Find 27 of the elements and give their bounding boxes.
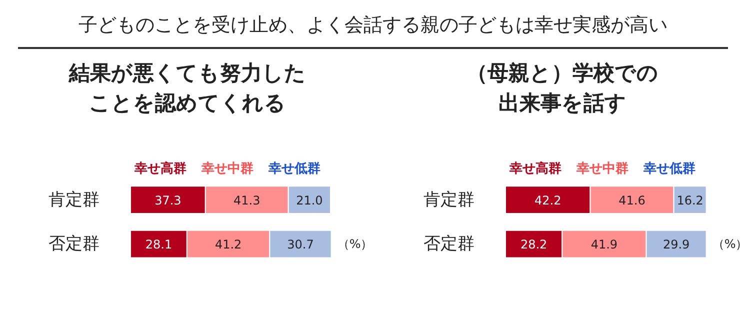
series-label: 幸せ中群 xyxy=(575,161,628,176)
y-tick-label: 否定群 xyxy=(48,234,100,254)
chart-title: 結果が悪くても努力したことを認めてくれる xyxy=(68,60,306,117)
data-label: 30.7 xyxy=(287,238,314,252)
series-label: 幸せ高群 xyxy=(134,160,187,176)
text: （%） xyxy=(712,237,748,252)
data-label: 16.2 xyxy=(676,193,704,208)
series-label: 幸せ中群 xyxy=(200,161,254,176)
data-label: 41.3 xyxy=(234,193,260,208)
data-label: 28.2 xyxy=(520,238,548,252)
data-label: 28.1 xyxy=(145,238,172,252)
data-label: 41.2 xyxy=(214,238,242,252)
y-tick-label: 肯定群 xyxy=(424,190,474,210)
y-tick-label: 肯定群 xyxy=(48,190,100,210)
series-label: 幸せ低群 xyxy=(642,161,696,176)
data-label: 29.9 xyxy=(662,238,690,252)
y-tick-label: 否定群 xyxy=(424,234,474,254)
data-label: 37.3 xyxy=(154,193,182,208)
chart-title: （母親と）学校での出来事を話す xyxy=(465,60,660,117)
series-label: 幸せ低群 xyxy=(267,161,320,176)
data-label: 21.0 xyxy=(296,193,323,208)
series-label: 幸せ高群 xyxy=(508,160,562,176)
text: 子どものことを受け止め、よく会話する親の子どもは幸せ実感が高い xyxy=(18,0,728,50)
data-label: 41.6 xyxy=(618,193,646,208)
data-label: 41.9 xyxy=(590,238,618,252)
text: （%） xyxy=(337,237,373,252)
data-label: 42.2 xyxy=(534,193,562,208)
